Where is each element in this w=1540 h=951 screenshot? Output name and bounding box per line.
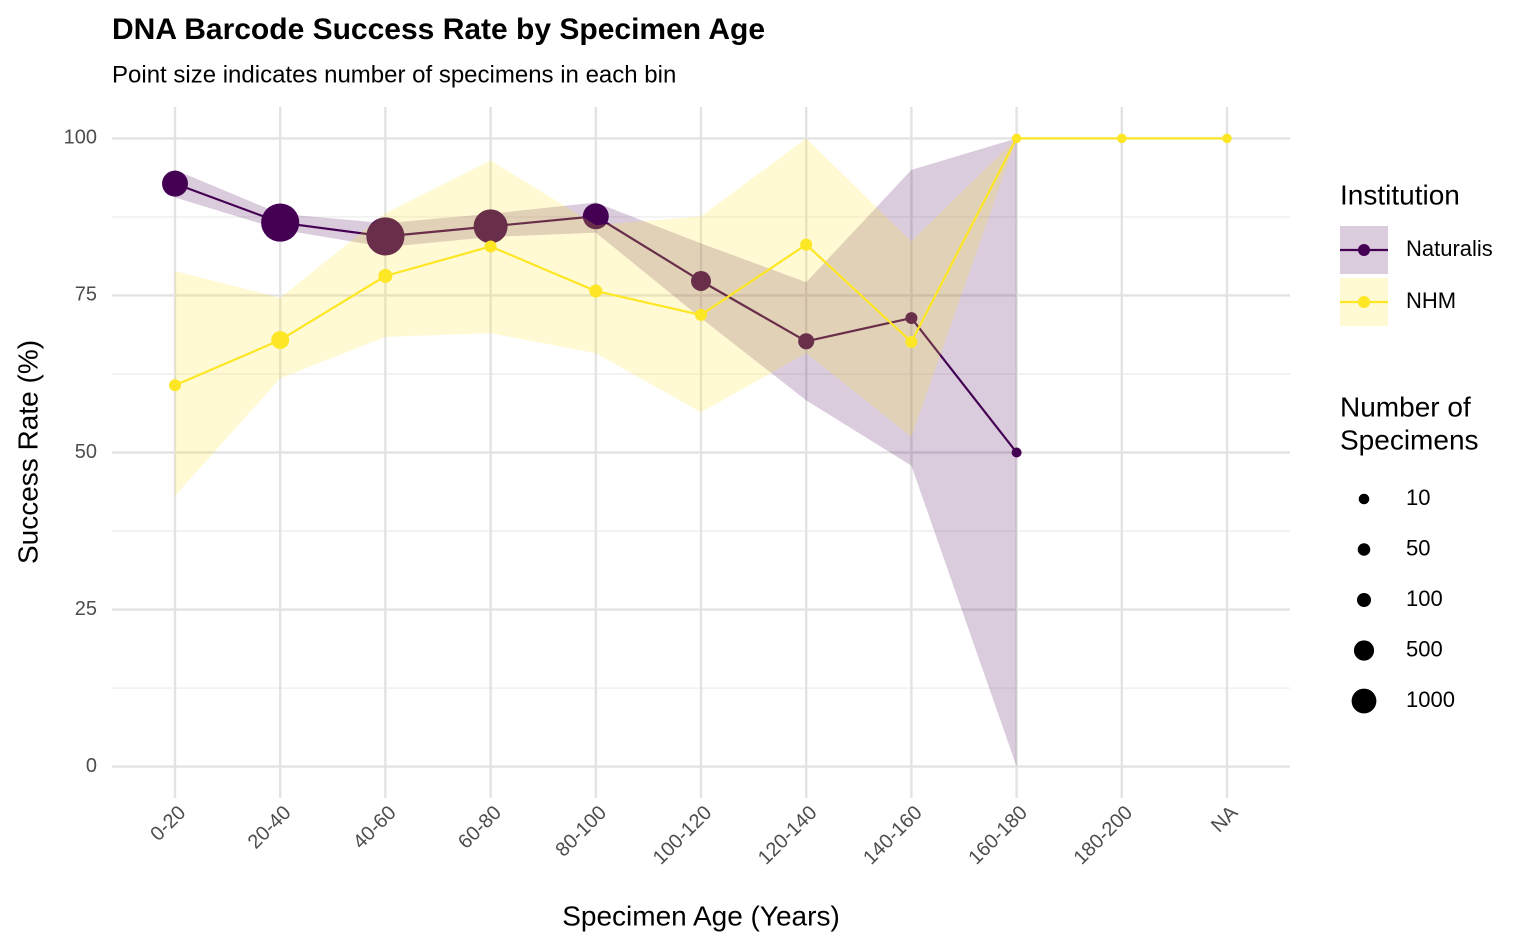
x-tick-label: 40-60 <box>349 802 401 854</box>
y-tick-label: 75 <box>75 284 97 306</box>
chart-subtitle: Point size indicates number of specimens… <box>112 61 676 88</box>
data-point <box>162 170 188 197</box>
data-point <box>905 312 918 325</box>
size-legend-title: Number of <box>1340 391 1471 422</box>
size-legend-label: 1000 <box>1406 687 1455 712</box>
x-tick-label: 180-200 <box>1070 802 1137 869</box>
data-point <box>1011 133 1022 144</box>
legend-key-point <box>1358 244 1370 256</box>
x-tick-label: 0-20 <box>146 802 190 846</box>
data-point <box>484 240 497 253</box>
x-tick-label: 60-80 <box>454 802 506 854</box>
size-legend-label: 50 <box>1406 535 1430 560</box>
legend-label: NHM <box>1406 288 1456 313</box>
data-point <box>1222 133 1232 144</box>
size-legend-point <box>1358 493 1370 505</box>
chart-title: DNA Barcode Success Rate by Specimen Age <box>112 13 765 46</box>
x-tick-label: 20-40 <box>244 802 296 854</box>
size-legend-point <box>1357 593 1371 607</box>
data-point <box>905 335 918 348</box>
x-tick-label: NA <box>1207 801 1243 837</box>
data-point <box>473 209 508 244</box>
size-legend-title: Specimens <box>1340 424 1479 455</box>
size-legend-point <box>1351 688 1377 714</box>
data-point <box>271 331 290 350</box>
x-axis-label: Specimen Age (Years) <box>562 900 840 931</box>
confidence-band <box>175 138 1017 767</box>
legend-title: Institution <box>1340 179 1460 210</box>
data-point <box>589 284 603 298</box>
data-point <box>169 379 181 392</box>
size-legend-point <box>1357 543 1371 556</box>
x-tick-label: 160-180 <box>964 802 1031 869</box>
data-point <box>1117 133 1127 144</box>
data-point <box>800 238 813 251</box>
size-legend-label: 10 <box>1406 485 1430 510</box>
size-legend-point <box>1353 640 1375 661</box>
data-point <box>366 217 405 256</box>
y-tick-label: 100 <box>64 127 97 149</box>
y-tick-label: 50 <box>75 441 97 463</box>
legend-key-point <box>1358 296 1370 308</box>
y-tick-label: 25 <box>75 598 97 620</box>
x-tick-label: 80-100 <box>551 802 611 862</box>
size-legend-label: 100 <box>1406 586 1443 611</box>
x-tick-label: 100-120 <box>649 802 716 869</box>
data-point <box>695 308 707 321</box>
y-tick-label: 0 <box>86 755 97 777</box>
data-point <box>378 268 393 283</box>
data-point <box>261 203 300 242</box>
x-tick-label: 140-160 <box>859 802 926 869</box>
y-axis-label: Success Rate (%) <box>12 340 43 564</box>
data-point <box>582 203 609 230</box>
legend-label: Naturalis <box>1406 236 1493 261</box>
size-legend-label: 500 <box>1406 636 1443 661</box>
x-tick-label: 120-140 <box>754 802 821 869</box>
data-point <box>691 271 711 291</box>
data-point <box>1011 447 1022 458</box>
data-point <box>798 333 815 350</box>
